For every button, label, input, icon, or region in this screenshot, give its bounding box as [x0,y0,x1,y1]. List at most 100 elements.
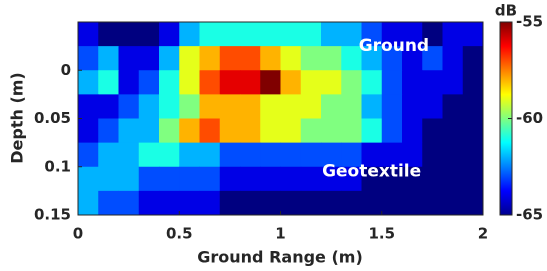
heat-cell [240,119,261,144]
heat-cell [260,22,281,47]
heat-cell [240,167,261,192]
heat-cell [443,143,464,168]
y-tick-label: 0.15 [34,206,71,224]
heat-cell [463,46,484,71]
heat-cell [220,119,241,144]
heat-cell [119,46,140,71]
heat-cell [301,167,322,192]
heat-cell [179,70,200,95]
heat-cell [240,191,261,216]
heat-cell [443,167,464,192]
heat-cell [362,191,383,216]
heat-cell [139,191,160,216]
heat-cell [78,119,99,144]
heat-cell [78,191,99,216]
heat-cell [402,94,423,119]
chart: Ground Range (m) Depth (m) dB 00.511.520… [0,0,547,271]
heat-cell [200,70,221,95]
heat-cell [159,191,180,216]
heat-cell [78,22,99,47]
colorbar-tick-label: -65 [516,206,543,224]
heat-cell [220,143,241,168]
colorbar-tick-label: -60 [516,109,543,127]
heat-cell [281,167,302,192]
heat-cell [98,22,119,47]
heat-cell [301,94,322,119]
heat-cell [240,94,261,119]
heat-cell [78,70,99,95]
heat-cell [422,167,443,192]
heat-cell [422,119,443,144]
heat-cell [119,22,140,47]
heat-cell [159,94,180,119]
heat-cell [179,46,200,71]
heat-cell [362,94,383,119]
heat-cell [382,191,403,216]
heat-cell [139,167,160,192]
heat-cell [98,191,119,216]
x-tick-label: 1 [275,225,285,243]
heat-cell [463,191,484,216]
heat-cell [119,119,140,144]
heat-cell [362,119,383,144]
heat-cell [200,46,221,71]
heat-cell [119,167,140,192]
heat-cell [240,70,261,95]
heat-cell [402,191,423,216]
heat-cell [260,167,281,192]
heat-cell [321,70,342,95]
y-tick-label: 0 [61,61,71,79]
heat-cell [382,70,403,95]
heat-cell [443,94,464,119]
heat-cell [98,70,119,95]
heat-cell [200,119,221,144]
heat-cell [139,70,160,95]
heat-cell [179,22,200,47]
heat-cell [98,167,119,192]
heat-cell [78,143,99,168]
x-tick-label: 0.5 [166,225,193,243]
heat-cell [321,94,342,119]
heat-cell [321,191,342,216]
heat-cell [463,143,484,168]
heat-cell [159,167,180,192]
heat-cell [200,22,221,47]
heat-cell [159,22,180,47]
heat-cell [341,119,362,144]
heat-cell [341,191,362,216]
heat-cell [159,46,180,71]
heat-cell [301,22,322,47]
heat-cell [301,119,322,144]
colorbar-tick-label: -55 [516,13,543,31]
heat-cell [220,46,241,71]
heat-cell [98,119,119,144]
heat-cell [200,143,221,168]
heat-cell [98,46,119,71]
heat-cell [98,94,119,119]
heat-cell [78,46,99,71]
heat-cell [382,119,403,144]
heat-cell [240,143,261,168]
heat-cell [159,143,180,168]
heat-cell [240,46,261,71]
heat-cell [281,94,302,119]
annotation: Ground [359,36,429,56]
heat-cell [260,46,281,71]
heat-cell [341,94,362,119]
y-axis-label: Depth (m) [8,72,27,164]
annotation: Geotextile [322,162,421,182]
heat-cell [139,94,160,119]
heat-cell [301,70,322,95]
heat-cell [119,191,140,216]
x-tick-label: 0 [73,225,83,243]
heat-cell [119,94,140,119]
heat-cell [301,191,322,216]
heat-cell [281,22,302,47]
heat-cell [260,119,281,144]
heat-cell [463,167,484,192]
heat-cell [78,167,99,192]
heat-cell [119,70,140,95]
heat-cell [78,94,99,119]
heat-cell [98,143,119,168]
heat-cell [281,46,302,71]
